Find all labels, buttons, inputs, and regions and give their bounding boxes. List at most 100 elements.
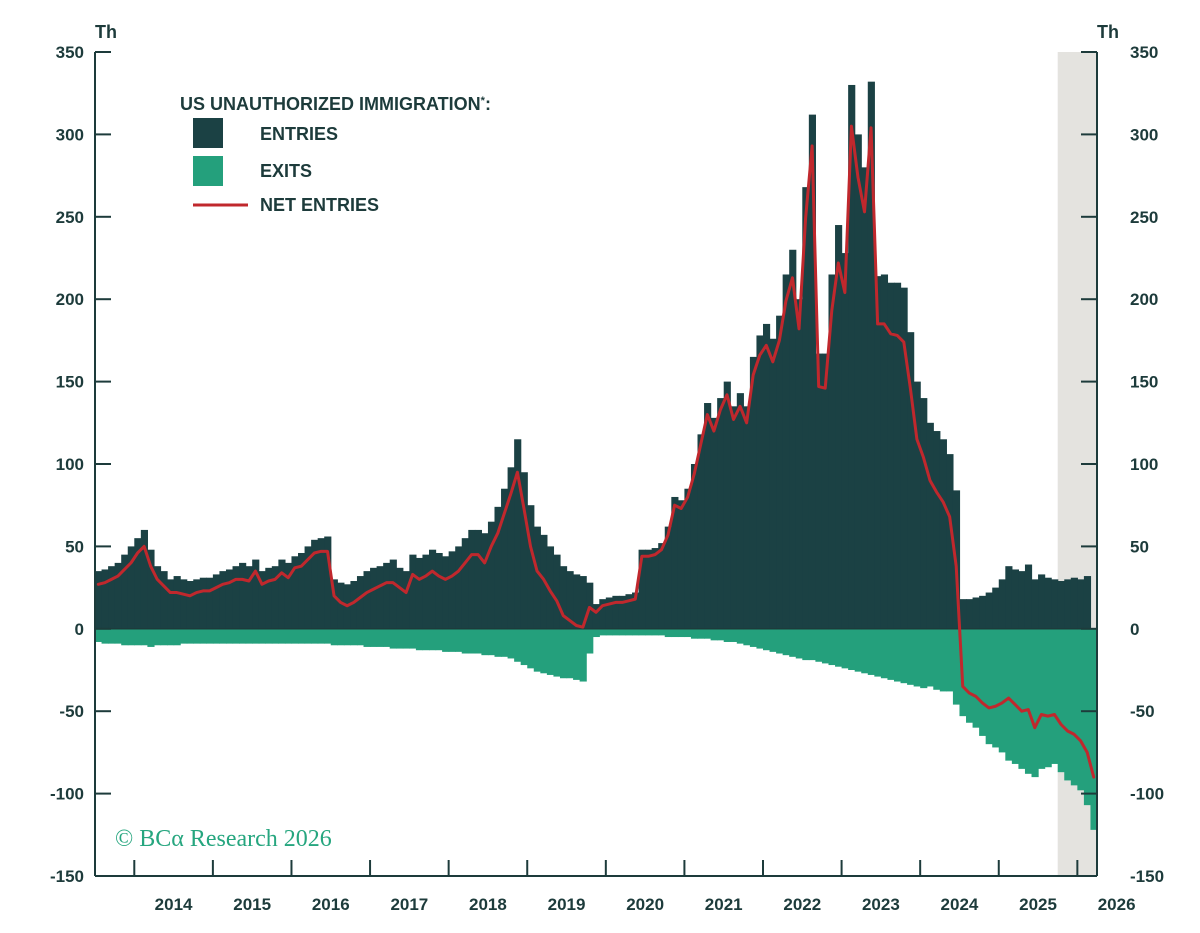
y-tick-label-right: 100 bbox=[1130, 455, 1158, 474]
entries-bar bbox=[376, 566, 384, 629]
exits-bar bbox=[638, 628, 646, 636]
y-tick-label-left: 300 bbox=[56, 125, 84, 144]
exits-bar bbox=[808, 628, 816, 661]
entries-bar bbox=[651, 548, 659, 629]
entries-bar bbox=[559, 566, 568, 629]
entries-bar bbox=[776, 315, 784, 629]
entries-bar bbox=[723, 381, 731, 629]
x-tick-label: 2022 bbox=[783, 895, 821, 914]
entries-bar bbox=[907, 332, 915, 629]
entries-bar bbox=[324, 536, 332, 629]
exits-bar bbox=[749, 628, 758, 647]
entries-bar bbox=[985, 592, 993, 629]
entries-bar bbox=[1070, 577, 1078, 629]
exits-bar bbox=[618, 628, 627, 636]
exits-bar bbox=[271, 628, 279, 644]
exits-bar bbox=[736, 628, 744, 644]
legend: US UNAUTHORIZED IMMIGRATION*: ENTRIES EX… bbox=[180, 94, 491, 215]
exits-bar bbox=[304, 628, 312, 644]
exits-bar bbox=[108, 628, 116, 644]
exits-bar bbox=[743, 628, 751, 646]
entries-bar bbox=[396, 567, 404, 629]
entries-bar bbox=[350, 581, 358, 629]
exits-bar bbox=[265, 628, 273, 644]
entries-bar bbox=[730, 406, 738, 629]
exits-bar bbox=[998, 628, 1006, 753]
exits-bar bbox=[422, 628, 430, 651]
exits-bar bbox=[841, 628, 849, 669]
exits-bar bbox=[193, 628, 201, 644]
legend-swatch-entries bbox=[193, 118, 223, 148]
entries-bar bbox=[422, 554, 430, 629]
exits-bar bbox=[952, 628, 961, 705]
y-tick-label-left: -100 bbox=[50, 785, 84, 804]
entries-bar bbox=[992, 587, 1000, 629]
exits-bar bbox=[448, 628, 456, 652]
y-tick-label-left: -50 bbox=[59, 702, 84, 721]
exits-bar bbox=[913, 628, 921, 687]
entries-bar bbox=[815, 353, 823, 629]
exits-bar bbox=[592, 628, 600, 638]
x-tick-label: 2018 bbox=[469, 895, 507, 914]
entries-bar bbox=[880, 274, 889, 629]
exits-bar bbox=[409, 628, 417, 649]
x-tick-label: 2026 bbox=[1098, 895, 1136, 914]
entries-bar bbox=[330, 579, 338, 629]
exits-bar bbox=[140, 628, 148, 646]
y-tick-label-right: 200 bbox=[1130, 290, 1158, 309]
exits-bar bbox=[1083, 628, 1092, 806]
exits-bar bbox=[861, 628, 869, 674]
exits-bar bbox=[370, 628, 378, 647]
entries-bar bbox=[828, 274, 836, 629]
entries-bar bbox=[926, 422, 934, 629]
entries-bar bbox=[284, 562, 293, 629]
x-tick-label: 2015 bbox=[233, 895, 271, 914]
entries-bar bbox=[435, 552, 443, 629]
entries-bar bbox=[298, 552, 306, 629]
entries-bar bbox=[763, 323, 771, 629]
entries-bar bbox=[153, 566, 162, 629]
entries-bar bbox=[514, 439, 522, 629]
y-tick-label-right: 150 bbox=[1130, 373, 1158, 392]
entries-bar bbox=[704, 403, 712, 629]
x-tick-label: 2014 bbox=[155, 895, 193, 914]
exits-bar bbox=[1024, 628, 1033, 774]
exits-bar bbox=[1051, 628, 1059, 764]
exits-bar bbox=[946, 628, 954, 692]
entries-bar bbox=[206, 577, 214, 629]
exits-bar bbox=[664, 628, 672, 638]
exits-bar bbox=[880, 628, 889, 679]
exits-bar bbox=[933, 628, 941, 690]
y-tick-label-right: -50 bbox=[1130, 702, 1155, 721]
x-tick-label: 2021 bbox=[705, 895, 743, 914]
exits-bar bbox=[625, 628, 633, 636]
exits-bar bbox=[1018, 628, 1026, 769]
exits-bar bbox=[206, 628, 214, 644]
entries-bar bbox=[782, 274, 790, 629]
legend-label-exits: EXITS bbox=[260, 161, 312, 181]
exits-bar bbox=[121, 628, 129, 646]
exits-bar bbox=[507, 628, 515, 659]
entries-bar bbox=[972, 597, 980, 629]
exits-bar bbox=[225, 628, 234, 644]
entries-bar bbox=[448, 551, 456, 629]
exits-bar bbox=[239, 628, 247, 644]
exits-bar bbox=[769, 628, 777, 652]
entries-bar bbox=[546, 546, 555, 629]
entries-bar bbox=[841, 253, 849, 629]
entries-bar bbox=[808, 114, 816, 629]
entries-bar bbox=[566, 571, 574, 629]
exits-bar bbox=[291, 628, 299, 644]
exits-bar bbox=[180, 628, 188, 644]
exits-bar bbox=[429, 628, 437, 651]
exits-bar bbox=[324, 628, 332, 644]
entries-bar bbox=[533, 526, 541, 629]
x-tick-label: 2023 bbox=[862, 895, 900, 914]
exits-bar bbox=[389, 628, 397, 649]
exits-bar bbox=[127, 628, 135, 646]
entries-bar bbox=[690, 464, 699, 629]
exits-bar bbox=[114, 628, 122, 644]
x-tick-label: 2020 bbox=[626, 895, 664, 914]
entries-bar bbox=[592, 604, 600, 629]
